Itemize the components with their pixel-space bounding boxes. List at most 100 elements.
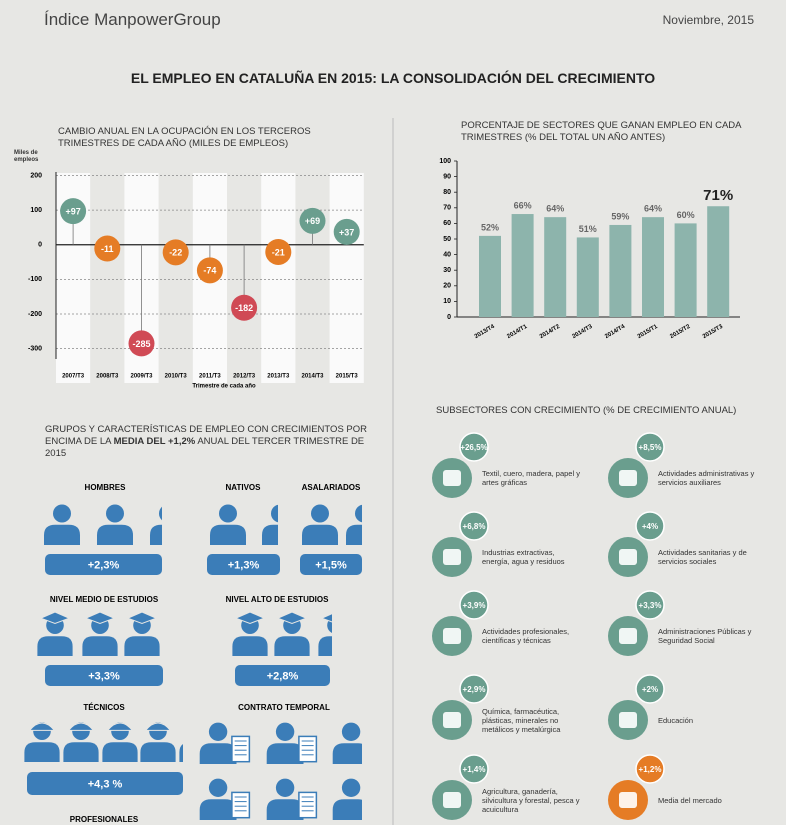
icon-body	[124, 636, 160, 656]
y-tick-label: 100	[439, 158, 451, 165]
x-tick-label: 2010/T3	[165, 374, 188, 380]
y-tick-label: -200	[28, 311, 42, 318]
value-label: +37	[339, 227, 354, 237]
chart-title: PORCENTAJE DE SECTORES QUE GANAN EMPLEO …	[461, 120, 741, 143]
group-label: ASALARIADOS	[302, 483, 361, 492]
icon-cap	[320, 613, 332, 623]
icon-body	[140, 742, 176, 762]
subsector-value: +1,4%	[463, 765, 486, 774]
x-tick-label: 2015/T1	[637, 324, 660, 341]
main-title: EL EMPLEO EN CATALUÑA EN 2015: LA CONSOL…	[130, 70, 656, 86]
x-tick-label: 2015/T3	[702, 324, 725, 341]
icon-body	[82, 636, 118, 656]
icon-doc	[298, 791, 318, 819]
icon-head	[311, 504, 329, 523]
icon-head	[271, 504, 278, 523]
group-label: NATIVOS	[226, 483, 262, 492]
value-label: -182	[235, 303, 253, 313]
value-label: +69	[305, 216, 320, 226]
icon-body	[44, 524, 80, 545]
icon-body	[266, 799, 304, 820]
subsectors-title: SUBSECTORES CON CRECIMIENTO (% DE CRECIM…	[436, 405, 737, 416]
subsector-badge	[635, 432, 665, 462]
icon-body	[318, 636, 332, 656]
icon-helmet	[144, 722, 172, 731]
value-label: -22	[169, 248, 182, 258]
group-bar	[235, 665, 330, 686]
group-label: CONTRATO TEMPORAL	[238, 703, 330, 712]
point	[162, 239, 189, 266]
y-tick-label: 20	[443, 283, 451, 290]
group-value: +2,8%	[267, 670, 299, 682]
icon-helmet	[185, 723, 210, 730]
icon-helmet	[106, 722, 134, 731]
x-tick-label: 2014/T2	[539, 324, 562, 341]
subsector-value: +2%	[642, 685, 658, 694]
subsector-label: Media del mercado	[658, 795, 722, 805]
value-label: 64%	[546, 204, 564, 214]
subsector-value: +1,2%	[639, 765, 662, 774]
x-tick-label: 2008/T3	[96, 374, 119, 380]
icon-glyph	[443, 628, 461, 644]
icon-body	[210, 524, 246, 545]
bar	[511, 214, 534, 317]
icon-glyph	[619, 712, 637, 728]
group-icons	[210, 504, 278, 545]
group-label: PROFESIONALES	[70, 815, 139, 824]
icon-head	[188, 722, 206, 740]
bar	[674, 223, 697, 317]
y-tick-label: 30	[443, 267, 451, 274]
group-label: NIVEL MEDIO DE ESTUDIOS	[50, 595, 159, 604]
title-part: GRUPOS Y CARACTERÍSTICAS DE EMPLEO CON C…	[45, 424, 368, 447]
bar	[576, 237, 599, 317]
chart-title: CAMBIO ANUAL EN LA OCUPACIÓN EN LOS TERC…	[58, 126, 311, 149]
subsector-badge	[635, 674, 665, 704]
subsector-badge	[635, 754, 665, 784]
group-bar	[27, 772, 183, 795]
x-tick-label: 2012/T3	[233, 374, 256, 380]
subsector-badge	[459, 432, 489, 462]
group-icons	[24, 722, 210, 762]
group-icons	[199, 722, 362, 820]
subsector-value: +4%	[642, 522, 658, 531]
icon-body	[150, 524, 162, 545]
icon-cap	[84, 611, 116, 624]
subsector-badge	[459, 674, 489, 704]
subsector-label: Industrias extractivas, energía, agua y …	[482, 548, 565, 566]
x-tick-label: 2013/T3	[267, 374, 290, 380]
subsector-label: Educación	[658, 715, 694, 725]
icon-glyph	[619, 792, 637, 808]
group-label: HOMBRES	[85, 483, 127, 492]
icon-body	[24, 742, 60, 762]
icon-body	[179, 744, 183, 762]
point	[128, 330, 155, 357]
subsector-value: +6,8%	[463, 522, 486, 531]
icon-doc	[231, 791, 251, 819]
icon-head	[341, 778, 361, 797]
y-tick-label: 10	[443, 298, 451, 305]
icon-glyph	[619, 628, 637, 644]
group-label: NIVEL ALTO DE ESTUDIOS	[226, 595, 329, 604]
icon-head	[208, 722, 228, 741]
subsector-value: +8,5%	[639, 443, 662, 452]
x-tick-label: 2009/T3	[130, 374, 153, 380]
bar	[642, 217, 664, 317]
value-label: -21	[272, 247, 285, 257]
value-label: +97	[65, 207, 80, 217]
subsector-label: Actividades sanitarias y de servicios so…	[658, 548, 747, 566]
subsector-badge	[635, 590, 665, 620]
point	[265, 238, 292, 265]
icon-glyph	[443, 792, 461, 808]
x-tick-label: 2014/T4	[604, 324, 627, 341]
icon-body	[302, 524, 338, 545]
icon-body	[274, 636, 310, 656]
title-part: MEDIA DEL +1,2%	[113, 436, 196, 447]
icon-head	[355, 504, 362, 523]
subsector-label: Administraciones Públicas y Seguridad So…	[658, 627, 752, 645]
y-tick-label: -100	[28, 276, 42, 283]
point	[231, 294, 258, 321]
brand: Índice ManpowerGroup	[44, 10, 221, 29]
y-tick-label: 50	[443, 236, 451, 243]
icon-cap	[276, 611, 308, 624]
icon-glyph	[619, 549, 637, 565]
